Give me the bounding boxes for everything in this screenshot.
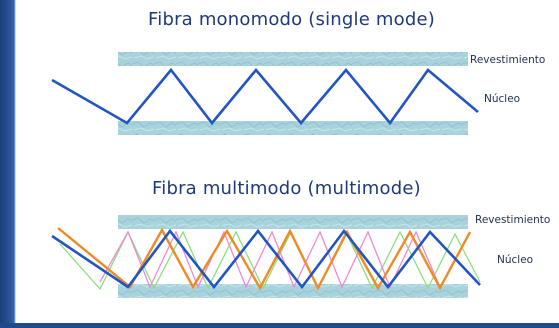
multi-core-label: Núcleo <box>497 254 534 266</box>
single-cladding-bottom <box>118 121 468 135</box>
single-mode-title: Fibra monomodo (single mode) <box>148 9 435 30</box>
slide-bottom-bar <box>0 323 559 328</box>
multi-cladding-top <box>118 215 468 229</box>
multimode-rays <box>51 227 481 291</box>
multimode-ray-blue <box>51 228 481 290</box>
single-cladding-top <box>118 52 468 66</box>
multimode-ray-orange <box>57 227 472 291</box>
single-cladding-label: Revestimiento <box>470 54 546 66</box>
multi-cladding-label: Revestimiento <box>475 214 551 226</box>
multi-mode-title: Fibra multimodo (multimode) <box>152 178 421 199</box>
multimode-ray-green <box>59 230 481 291</box>
multi-cladding-bottom <box>118 284 468 298</box>
single-mode-ray <box>51 67 479 126</box>
multimode-ray-pink <box>99 230 469 289</box>
single-core-label: Núcleo <box>484 93 521 105</box>
